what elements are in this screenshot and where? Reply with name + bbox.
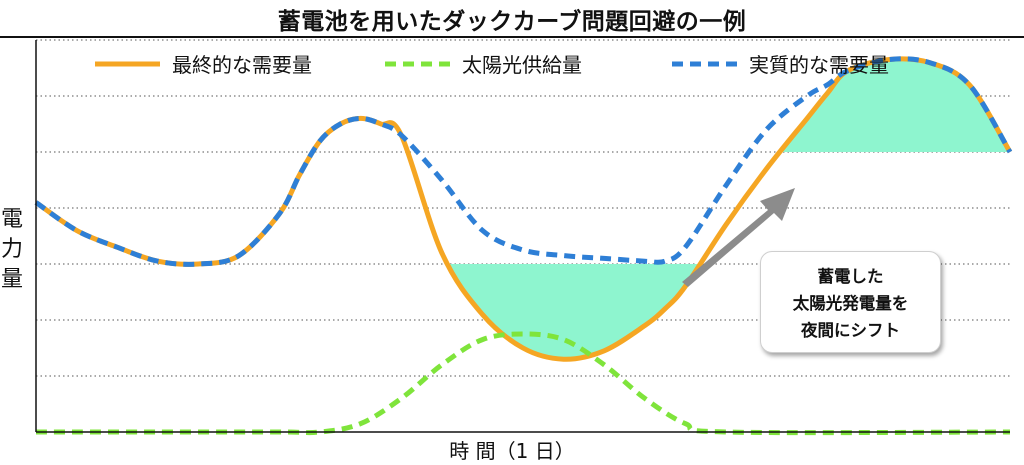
- y-axis-label-char-3: 量: [0, 267, 23, 292]
- y-axis-label-char-1: 電: [0, 207, 23, 232]
- shift-arrow-shape: [682, 188, 795, 287]
- legend: 最終的な需要量 太陽光供給量 実質的な需要量: [95, 53, 889, 77]
- chart-title: 蓄電池を用いたダックカーブ問題回避の一例: [277, 9, 747, 35]
- storage-charge-area: [447, 264, 701, 360]
- legend-label-1: 最終的な需要量: [172, 53, 312, 77]
- callout-box: 蓄電した 太陽光発電量を 夜間にシフト: [760, 251, 941, 353]
- shift-arrow: [682, 188, 795, 287]
- callout-line-1: 蓄電した: [817, 267, 884, 286]
- title-rule: [0, 36, 1024, 38]
- legend-label-3: 実質的な需要量: [749, 53, 889, 77]
- y-axis-label-char-2: 力: [0, 237, 23, 262]
- series-line-effective-demand: [34, 56, 1013, 267]
- callout-line-3: 夜間にシフト: [801, 321, 900, 340]
- axes: [35, 40, 1010, 433]
- legend-label-2: 太陽光供給量: [462, 53, 582, 77]
- x-axis-label: 時 間（1 日）: [449, 439, 575, 463]
- callout-line-2: 太陽光発電量を: [792, 294, 909, 313]
- y-axis-label: 電 力 量: [0, 205, 24, 295]
